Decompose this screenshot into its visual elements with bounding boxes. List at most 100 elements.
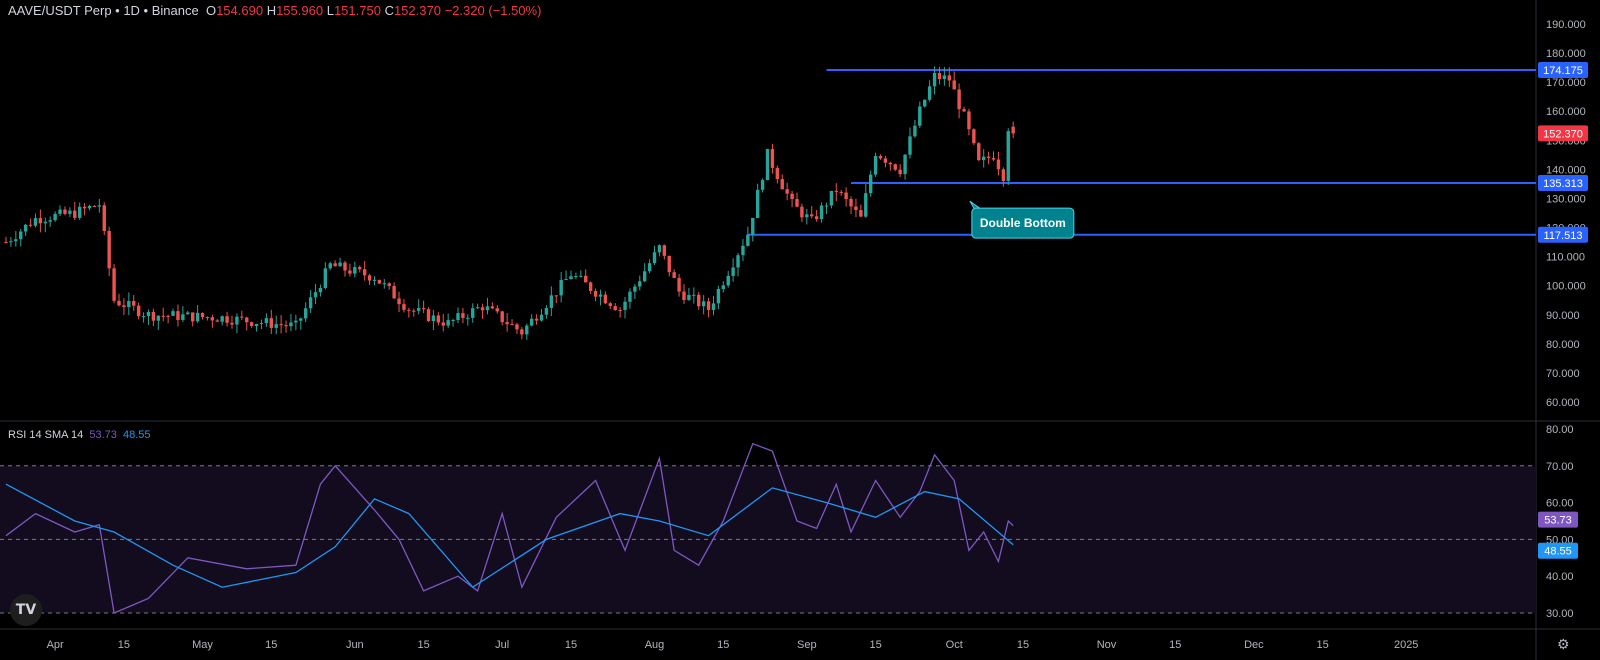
candle-body: [972, 129, 976, 144]
candle-body: [480, 307, 485, 311]
candle-body: [43, 221, 48, 224]
time-tick-label: 15: [417, 639, 429, 651]
candle-body: [520, 329, 524, 335]
candle-body: [883, 158, 888, 163]
price-tick-label: 110.000: [1546, 252, 1585, 264]
price-tick-label: 70.000: [1546, 368, 1580, 380]
rsi-header[interactable]: RSI 14 SMA 14 53.73 48.55: [8, 429, 151, 441]
gear-icon[interactable]: ⚙: [1557, 636, 1570, 652]
candle-body: [92, 205, 97, 207]
candle-body: [662, 245, 667, 256]
candle-body: [38, 218, 43, 224]
time-tick-label: 15: [1017, 639, 1029, 651]
candle-body: [721, 285, 725, 290]
candle-body: [731, 267, 735, 276]
candle-body: [628, 291, 632, 302]
open-value: 154.690: [216, 3, 264, 18]
candle-body: [146, 312, 151, 317]
candle-body: [107, 230, 111, 269]
candle-body: [839, 191, 843, 193]
open-label: O: [205, 3, 217, 18]
candle-body: [19, 231, 23, 240]
rsi-value-tag: [1538, 511, 1578, 528]
candle-body: [810, 214, 814, 217]
time-tick-label: 15: [869, 639, 881, 651]
candle-body: [166, 315, 170, 317]
tradingview-logo[interactable]: TV: [10, 594, 42, 626]
candle-body: [657, 245, 662, 253]
candle-body: [755, 189, 760, 218]
candle-body: [996, 159, 1001, 170]
candle-body: [23, 224, 28, 232]
high-value: 155.960: [276, 3, 324, 18]
candle-body: [638, 281, 642, 287]
candle-body: [289, 322, 293, 327]
candle-body: [697, 294, 701, 307]
low-value: 151.750: [333, 3, 381, 18]
symbol-title[interactable]: AAVE/USDT Perp • 1D • Binance: [8, 3, 199, 18]
change-value: −2.320 (−1.50%): [444, 3, 542, 18]
annotation-box: [971, 207, 1075, 239]
candle-body: [97, 205, 102, 207]
candle-body: [574, 276, 578, 278]
candle-body: [505, 322, 509, 325]
double-bottom-annotation: Double Bottom: [969, 200, 1075, 239]
candle-body: [726, 275, 730, 286]
candle-body: [230, 322, 234, 325]
candle-body: [977, 143, 981, 161]
candle-body: [407, 309, 411, 311]
candle-body: [937, 72, 942, 79]
candle-body: [1006, 131, 1010, 181]
candle-body: [308, 297, 313, 309]
level-price-tag: [1538, 226, 1588, 243]
rsi-tick-label: 30.00: [1546, 608, 1574, 620]
candle-body: [416, 308, 421, 311]
price-tick-label: 130.000: [1546, 193, 1586, 205]
candle-body: [299, 318, 303, 321]
current-price-tag: [1538, 125, 1588, 142]
candle-body: [225, 316, 229, 323]
candle-body: [82, 206, 87, 209]
candle-body: [927, 86, 932, 100]
candle-body: [9, 241, 13, 243]
candle-body: [402, 304, 406, 310]
candle-body: [829, 190, 834, 206]
candle-body: [613, 306, 617, 310]
time-tick-label: 2025: [1394, 639, 1418, 651]
candle-body: [200, 312, 205, 317]
candle-body: [544, 307, 549, 315]
price-tick-label: 80.000: [1546, 339, 1580, 351]
rsi-title[interactable]: RSI 14 SMA 14: [8, 429, 84, 441]
candle-body: [254, 324, 259, 327]
rsi-tick-label: 80.00: [1546, 424, 1574, 436]
candle-body: [588, 282, 593, 291]
candle-body: [264, 318, 269, 324]
candle-body: [824, 205, 829, 207]
candle-body: [898, 169, 902, 175]
rsi-sma-line: [5, 483, 1014, 589]
candle-body: [790, 193, 794, 200]
candle-body: [259, 323, 264, 325]
candle-body: [559, 279, 563, 296]
candle-body: [132, 301, 136, 306]
candle-body: [986, 156, 991, 159]
symbol-header[interactable]: AAVE/USDT Perp • 1D • Binance O154.690 H…: [8, 3, 541, 18]
candle-body: [741, 245, 745, 256]
candle-body: [245, 317, 249, 323]
candle-body: [751, 217, 755, 235]
candle-body: [68, 210, 72, 214]
candle-body: [53, 213, 57, 221]
candle-body: [888, 162, 893, 165]
candle-body: [387, 283, 391, 287]
candle-body: [338, 262, 342, 267]
candle-body: [873, 156, 878, 175]
candle-body: [372, 279, 377, 281]
candle-body: [746, 234, 750, 246]
candle-body: [564, 279, 568, 281]
candle-body: [274, 324, 278, 328]
candle-body: [598, 294, 603, 297]
candle-body: [785, 189, 789, 194]
candle-body: [382, 283, 387, 285]
candle-body: [269, 318, 274, 328]
